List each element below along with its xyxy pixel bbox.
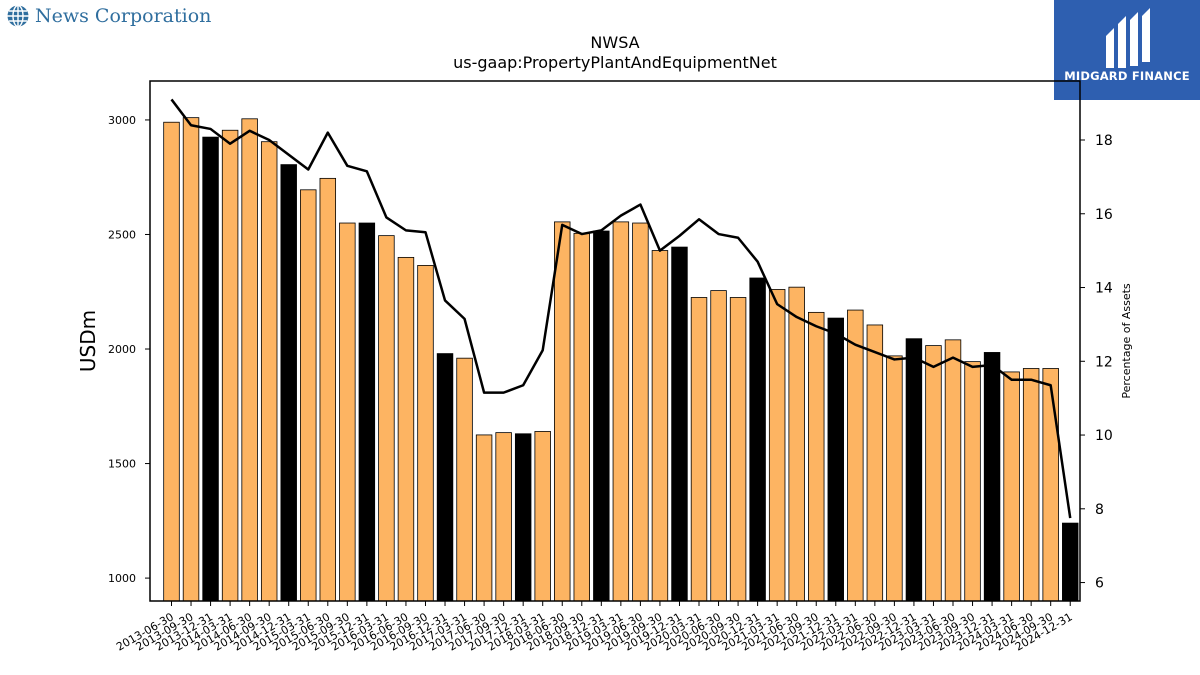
bar bbox=[749, 277, 766, 602]
bar bbox=[514, 433, 532, 602]
bar bbox=[358, 222, 376, 602]
bar bbox=[690, 297, 708, 602]
bar bbox=[397, 256, 415, 602]
bar bbox=[202, 136, 219, 602]
bar bbox=[573, 232, 590, 602]
company-logo: News Corporation bbox=[6, 4, 211, 28]
bar bbox=[827, 317, 844, 602]
bar-series bbox=[163, 117, 1079, 602]
bar bbox=[378, 235, 395, 602]
midgard-finance-badge: MIDGARD FINANCE bbox=[1054, 0, 1200, 100]
percentage-line bbox=[170, 98, 1072, 519]
midgard-logo-icon bbox=[1106, 8, 1150, 68]
bar bbox=[593, 230, 610, 602]
y-tick-label: 3000 bbox=[108, 114, 136, 127]
right-axis: 6 8 10 12 14 16 18 bbox=[1080, 133, 1113, 592]
y2-tick-label: 10 bbox=[1095, 428, 1113, 444]
badge-label: MIDGARD FINANCE bbox=[1064, 69, 1190, 83]
bar bbox=[554, 221, 571, 602]
x-axis: 2013-06-302013-09-302013-12-312014-03-31… bbox=[114, 601, 1075, 654]
bar bbox=[983, 352, 1001, 602]
y-tick-label: 1500 bbox=[108, 458, 136, 471]
bar bbox=[808, 311, 825, 602]
bar bbox=[260, 141, 278, 602]
bar bbox=[768, 289, 786, 602]
bar bbox=[319, 177, 337, 602]
y2-tick-label: 14 bbox=[1095, 281, 1113, 297]
company-name: News Corporation bbox=[35, 5, 212, 27]
bar bbox=[1042, 368, 1059, 602]
bar bbox=[163, 121, 180, 602]
bar bbox=[886, 355, 903, 602]
bar bbox=[534, 431, 551, 602]
y-tick-label: 2000 bbox=[108, 343, 136, 356]
bar bbox=[241, 118, 258, 602]
line-series bbox=[170, 98, 1072, 519]
bar bbox=[866, 324, 884, 602]
chart-subtitle: us-gaap:PropertyPlantAndEquipmentNet bbox=[453, 53, 777, 72]
y2-tick-label: 16 bbox=[1095, 207, 1113, 223]
bar bbox=[632, 222, 649, 602]
bar bbox=[221, 129, 239, 602]
bar bbox=[1022, 368, 1040, 602]
bar bbox=[182, 117, 200, 602]
y-tick-label: 1000 bbox=[108, 572, 136, 585]
bar bbox=[710, 290, 727, 602]
y2-axis-label: Percentage of Assets bbox=[1120, 283, 1133, 399]
left-axis: 1000 1500 2000 2500 3000 bbox=[108, 114, 150, 585]
bar bbox=[925, 345, 942, 602]
bar bbox=[417, 265, 434, 602]
bar bbox=[475, 434, 493, 602]
bar bbox=[456, 357, 473, 602]
bar bbox=[788, 286, 805, 602]
bar bbox=[1003, 371, 1020, 602]
bar bbox=[280, 164, 297, 602]
bar bbox=[964, 361, 981, 602]
bar bbox=[436, 353, 454, 602]
bar bbox=[671, 246, 688, 602]
bar bbox=[339, 222, 356, 602]
plot-frame bbox=[149, 80, 1081, 602]
bar bbox=[905, 338, 923, 602]
y2-tick-label: 12 bbox=[1095, 354, 1113, 370]
bar bbox=[300, 189, 317, 602]
bar bbox=[1062, 522, 1079, 602]
y2-tick-label: 18 bbox=[1095, 133, 1113, 149]
chart-title: NWSA bbox=[590, 33, 639, 52]
y-axis-label: USDm bbox=[76, 310, 100, 372]
bar bbox=[847, 309, 864, 602]
bar bbox=[495, 432, 512, 602]
globe-icon bbox=[7, 4, 29, 28]
bar bbox=[612, 221, 630, 602]
bar bbox=[651, 250, 669, 602]
bar bbox=[729, 297, 747, 602]
bar bbox=[944, 339, 962, 602]
y2-tick-label: 6 bbox=[1095, 576, 1104, 592]
y-tick-label: 2500 bbox=[108, 228, 136, 241]
y2-tick-label: 8 bbox=[1095, 502, 1104, 518]
